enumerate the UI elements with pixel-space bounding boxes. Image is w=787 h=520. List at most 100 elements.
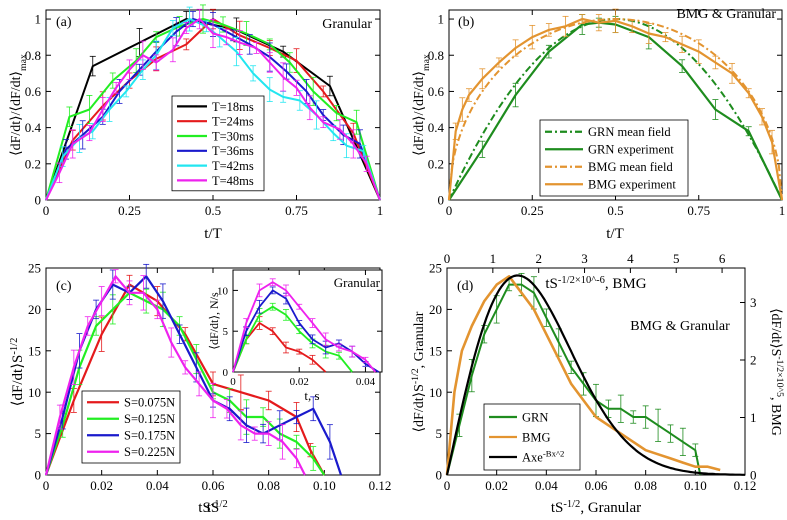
y-tick-label: 20 <box>28 302 41 317</box>
x-tick-label: 0.25 <box>521 203 544 218</box>
x-tick-label: 0.75 <box>285 203 308 218</box>
y-tick-label: 10 <box>429 385 442 400</box>
y-axis-label: ⟨dF/dt⟩S-1/2, Granular <box>410 311 428 432</box>
top-x-tick-label: 4 <box>627 251 634 266</box>
label-part: tS <box>545 276 558 292</box>
label-superscript: -1/2×10^5 <box>775 356 786 397</box>
x-tick-label: 0.06 <box>585 478 608 493</box>
x-tick-label: 0.02 <box>90 478 113 493</box>
label-part: ⟨dF/dt⟩S <box>412 384 427 432</box>
top-x-axis-label: tS-1/2×10^-6, BMG <box>545 275 646 293</box>
right-y-axis-label: ⟨dF/dt⟩S-1/2×10^5, BMG <box>768 308 786 436</box>
x-tick-label: 0.06 <box>202 478 225 493</box>
x-tick-label: 0 <box>446 203 453 218</box>
label-part: T=36ms <box>212 144 254 158</box>
y-tick-label: 0.4 <box>25 120 42 135</box>
y-axis-label: ⟨dF/dt⟩S-1/2 <box>9 338 27 407</box>
panel-label: (c) <box>56 279 72 294</box>
label-part: GRN <box>522 410 548 424</box>
x-tick-label: 0 <box>43 478 50 493</box>
panel-c: 0 0.02 0.04 0.06 0.08 0.10 0.12 0 5 10 15 20 25 (c) tS… <box>9 261 392 516</box>
inset-series-S=0.125N <box>232 305 353 373</box>
top-x-tick-label: 3 <box>581 251 588 266</box>
label-part: BMG mean field <box>588 160 673 174</box>
label-subscript: max <box>18 54 29 71</box>
label-part: ⟨dF/dt⟩/⟨dF/dt⟩ <box>9 71 24 156</box>
label-part: S=0.175N <box>124 429 175 443</box>
label-part: BMG <box>522 430 550 444</box>
label-part: tS <box>551 500 564 516</box>
panel-title: BMG & Granular <box>630 319 730 334</box>
y-tick-label: 0 <box>35 468 42 483</box>
y-axis-label: ⟨dF/dt⟩/⟨dF/dt⟩max <box>412 54 432 156</box>
legend-label: GRN mean field <box>588 125 671 139</box>
x-tick-label: 0 <box>230 376 236 388</box>
x-axis-label: tS <box>207 500 220 516</box>
label-superscript: -1/2 <box>410 368 421 384</box>
legend-label: T=18ms <box>212 100 254 114</box>
panel-label: (d) <box>457 279 474 294</box>
y-tick-label: 0.2 <box>25 156 41 171</box>
x-tick-label: 0.02 <box>485 478 508 493</box>
y-tick-label: 5 <box>35 426 42 441</box>
legend-label: S=0.125N <box>124 412 175 426</box>
label-part: T=18ms <box>212 100 254 114</box>
right-y-tick-label: 2 <box>750 353 757 368</box>
x-axis-label: t/T <box>606 226 624 242</box>
legend-label: S=0.075N <box>124 396 175 410</box>
y-tick-label: 10 <box>217 285 229 297</box>
label-part: , BMG <box>605 276 647 292</box>
label-subscript: max <box>421 54 432 71</box>
x-tick-label: 0.5 <box>205 203 221 218</box>
x-tick-label: 0.10 <box>313 478 336 493</box>
x-axis-label: tS-1/2, Granular <box>551 499 641 517</box>
inset-chart: 0 0.02 0.04 0 5 10 Granular t, s ⟨dF/dt⟩, N/s <box>207 269 383 403</box>
x-tick-label: 0.02 <box>290 376 309 388</box>
x-tick-label: 0.04 <box>535 478 558 493</box>
right-y-tick-label: 0 <box>750 468 757 483</box>
label-part: S=0.075N <box>124 396 175 410</box>
x-tick-label: 0.25 <box>118 203 141 218</box>
fit-curve <box>445 274 745 476</box>
label-part: S=0.225N <box>124 445 175 459</box>
label-part: T=24ms <box>212 115 254 129</box>
x-tick-label: 1 <box>377 203 384 218</box>
panel-title: BMG & Granular <box>676 7 776 22</box>
series-line-S=0.075N <box>44 283 326 476</box>
label-part: S=0.125N <box>124 412 175 426</box>
panel-a: 0 0.25 0.5 0.75 1 0 0.2 0.4 0.6 0.8 1 (a) Granular t/… <box>9 4 384 242</box>
x-axis-label: t/T <box>204 226 222 242</box>
y-tick-label: 5 <box>436 426 443 441</box>
x-tick-label: 0.04 <box>146 478 169 493</box>
y-tick-label: 0 <box>223 367 229 379</box>
legend-label: S=0.225N <box>124 445 175 459</box>
legend-label: BMG <box>522 430 550 444</box>
series-line-GRN <box>446 283 702 476</box>
legend-box <box>171 95 265 192</box>
label-part: GRN experiment <box>588 143 674 157</box>
label-part: BMG experiment <box>588 178 676 192</box>
legend-label: T=48ms <box>212 174 254 188</box>
series-line-BMG <box>445 275 721 476</box>
legend-label: Axe-Bx^2 <box>522 448 564 464</box>
top-x-tick-label: 5 <box>673 251 680 266</box>
y-tick-label: 0.4 <box>428 120 445 135</box>
y-tick-label: 1 <box>35 12 42 27</box>
y-tick-label: 0.2 <box>428 156 444 171</box>
label-part: GRN mean field <box>588 125 671 139</box>
top-x-tick-label: 6 <box>719 251 726 266</box>
y-tick-label: 0.8 <box>428 48 444 63</box>
x-axis-label-rich: tS-1/2 <box>198 499 227 517</box>
y-tick-label: 0 <box>436 468 443 483</box>
x-tick-label: 1 <box>779 203 786 218</box>
label-superscript: -Bx^2 <box>543 448 565 458</box>
top-x-tick-label: 2 <box>535 251 542 266</box>
label-part: tS <box>198 500 211 516</box>
x-tick-label: 0.12 <box>734 478 757 493</box>
label-part: ⟨dF/dt⟩/⟨dF/dt⟩ <box>412 71 427 156</box>
x-tick-label: 0.75 <box>687 203 710 218</box>
label-superscript: -1/2×10^-6 <box>558 275 605 286</box>
x-tick-label: 0.04 <box>356 376 376 388</box>
